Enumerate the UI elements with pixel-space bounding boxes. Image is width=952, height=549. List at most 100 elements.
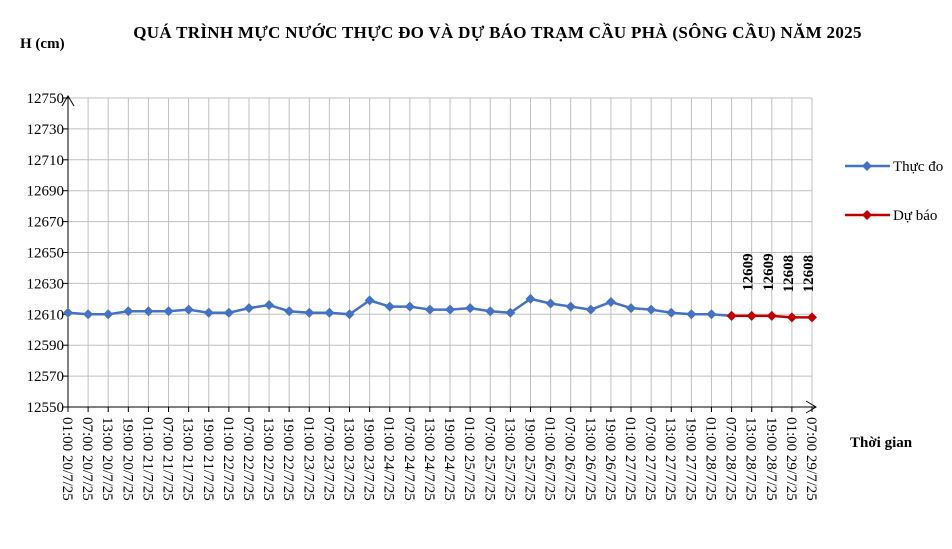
legend-marker xyxy=(862,210,872,220)
series-marker xyxy=(243,303,254,314)
x-tick-label: 07:00 20/7/25 xyxy=(79,417,95,501)
x-tick-label: 07:00 22/7/25 xyxy=(240,417,256,501)
data-label: 12609 xyxy=(761,253,777,291)
y-axis-label: H (cm) xyxy=(20,36,65,52)
series-marker xyxy=(646,304,657,315)
x-tick-label: 13:00 28/7/25 xyxy=(743,417,759,501)
legend-label: Dự báo xyxy=(893,208,937,224)
x-tick-label: 13:00 22/7/25 xyxy=(260,417,276,501)
x-tick-label: 07:00 27/7/25 xyxy=(642,417,658,501)
series-marker xyxy=(203,307,214,318)
series-line xyxy=(67,297,732,318)
series-marker xyxy=(143,306,154,317)
y-tick-label: 12690 xyxy=(27,184,65,200)
series-marker xyxy=(123,306,134,317)
x-tick-label: 19:00 22/7/25 xyxy=(280,417,296,501)
series-marker xyxy=(284,306,295,317)
series-marker xyxy=(686,309,697,320)
series-marker xyxy=(324,307,335,318)
series-marker xyxy=(545,298,556,309)
series-marker xyxy=(706,309,717,320)
series-marker xyxy=(63,307,73,318)
x-tick-label: 07:00 24/7/25 xyxy=(401,417,417,501)
x-tick-label: 19:00 20/7/25 xyxy=(119,417,135,501)
series-marker xyxy=(565,301,576,312)
x-tick-label: 01:00 21/7/25 xyxy=(139,417,155,501)
x-tick-label: 13:00 23/7/25 xyxy=(341,417,357,501)
x-tick-label: 01:00 28/7/25 xyxy=(702,417,718,501)
y-tick-label: 12610 xyxy=(27,307,65,323)
y-tick-label: 12630 xyxy=(27,276,65,292)
x-tick-label: 13:00 21/7/25 xyxy=(180,417,196,501)
series-marker xyxy=(726,310,737,321)
data-label: 12608 xyxy=(781,255,797,293)
x-tick-label: 13:00 26/7/25 xyxy=(582,417,598,501)
series-marker xyxy=(404,301,415,312)
series-marker xyxy=(424,304,435,315)
x-tick-label: 13:00 24/7/25 xyxy=(421,417,437,501)
series-marker xyxy=(364,295,375,306)
x-tick-label: 01:00 20/7/25 xyxy=(59,417,75,501)
series-marker xyxy=(525,293,536,304)
y-axis-arrow xyxy=(61,95,75,107)
x-tick-label: 01:00 25/7/25 xyxy=(461,417,477,501)
series-marker xyxy=(304,307,315,318)
x-tick-label: 01:00 22/7/25 xyxy=(220,417,236,501)
x-tick-label: 13:00 25/7/25 xyxy=(501,417,517,501)
data-label: 12608 xyxy=(801,255,817,293)
y-tick-label: 12550 xyxy=(27,400,65,416)
x-tick-label: 01:00 29/7/25 xyxy=(783,417,799,501)
x-tick-label: 19:00 24/7/25 xyxy=(441,417,457,501)
y-tick-label: 12750 xyxy=(27,91,65,107)
series-marker xyxy=(807,312,817,323)
y-tick-label: 12670 xyxy=(27,215,65,231)
series-marker xyxy=(445,304,456,315)
x-tick-label: 01:00 23/7/25 xyxy=(300,417,316,501)
series-marker xyxy=(163,306,174,317)
x-tick-label: 07:00 25/7/25 xyxy=(481,417,497,501)
series-marker xyxy=(766,310,777,321)
series-marker xyxy=(264,300,275,311)
series-marker xyxy=(605,296,616,307)
x-tick-label: 01:00 24/7/25 xyxy=(381,417,397,501)
series-marker xyxy=(465,303,476,314)
series-marker xyxy=(746,310,757,321)
y-tick-label: 12570 xyxy=(27,369,65,385)
x-tick-label: 19:00 25/7/25 xyxy=(521,417,537,501)
x-axis-arrow xyxy=(805,400,817,414)
x-tick-label: 19:00 28/7/25 xyxy=(763,417,779,501)
series-marker xyxy=(384,301,395,312)
series-marker xyxy=(83,309,94,320)
x-tick-label: 07:00 26/7/25 xyxy=(562,417,578,501)
series-marker xyxy=(626,303,637,314)
series-marker xyxy=(223,307,234,318)
series-marker xyxy=(585,304,596,315)
x-tick-label: 19:00 26/7/25 xyxy=(602,417,618,501)
x-tick-label: 01:00 27/7/25 xyxy=(622,417,638,501)
x-tick-label: 19:00 27/7/25 xyxy=(682,417,698,501)
x-tick-label: 07:00 29/7/25 xyxy=(803,417,819,501)
series-marker xyxy=(344,309,355,320)
y-tick-label: 12710 xyxy=(27,153,65,169)
series-marker xyxy=(786,312,797,323)
x-tick-label: 07:00 28/7/25 xyxy=(723,417,739,501)
series-marker xyxy=(183,304,194,315)
x-tick-label: 13:00 20/7/25 xyxy=(99,417,115,501)
x-tick-label: 19:00 23/7/25 xyxy=(361,417,377,501)
x-tick-label: 07:00 23/7/25 xyxy=(320,417,336,501)
legend-label: Thực đo xyxy=(893,159,943,175)
legend-marker xyxy=(862,161,872,171)
series-marker xyxy=(666,307,677,318)
series-marker xyxy=(505,307,516,318)
chart-title: QUÁ TRÌNH MỰC NƯỚC THỰC ĐO VÀ DỰ BÁO TRẠ… xyxy=(133,23,862,42)
x-tick-label: 19:00 21/7/25 xyxy=(200,417,216,501)
x-tick-label: 01:00 26/7/25 xyxy=(542,417,558,501)
y-tick-label: 12730 xyxy=(27,122,65,138)
y-tick-label: 12590 xyxy=(27,338,65,354)
x-axis-label: Thời gian xyxy=(850,435,913,451)
y-tick-label: 12650 xyxy=(27,246,65,262)
series-marker xyxy=(485,306,496,317)
series-marker xyxy=(103,309,114,320)
